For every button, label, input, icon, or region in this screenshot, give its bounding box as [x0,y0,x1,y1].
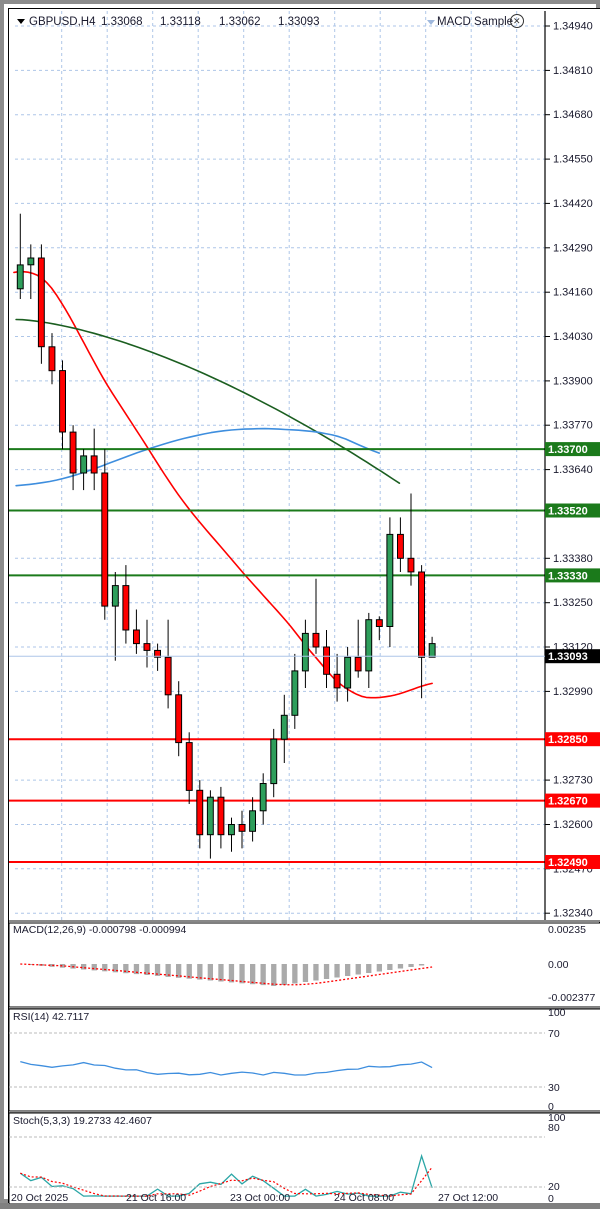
svg-text:MACD(12,26,9) -0.000798 -0.000: MACD(12,26,9) -0.000798 -0.000994 [13,924,187,936]
svg-text:1.32990: 1.32990 [553,686,593,698]
svg-text:1.33330: 1.33330 [548,570,588,582]
svg-text:-0.002377: -0.002377 [548,992,595,1004]
svg-text:✕: ✕ [513,16,521,26]
svg-text:24 Oct 08:00: 24 Oct 08:00 [334,1192,394,1204]
svg-text:1.33093: 1.33093 [278,16,320,28]
svg-text:30: 30 [548,1082,560,1094]
svg-text:RSI(14) 42.7117: RSI(14) 42.7117 [13,1011,89,1023]
svg-text:1.34940: 1.34940 [553,21,593,33]
svg-text:100: 100 [548,1007,566,1019]
svg-text:1.34160: 1.34160 [553,287,593,299]
svg-text:1.34420: 1.34420 [553,198,593,210]
svg-text:Stoch(5,3,3) 19.2733 42.4607: Stoch(5,3,3) 19.2733 42.4607 [13,1115,152,1127]
svg-text:1.33770: 1.33770 [553,420,593,432]
svg-text:1.33380: 1.33380 [553,553,593,565]
svg-text:80: 80 [548,1122,560,1134]
svg-text:20 Oct 2025: 20 Oct 2025 [11,1192,68,1204]
svg-text:27 Oct 12:00: 27 Oct 12:00 [438,1192,498,1204]
svg-text:23 Oct 00:00: 23 Oct 00:00 [230,1192,290,1204]
svg-text:GBPUSD,H4: GBPUSD,H4 [29,16,96,28]
svg-text:1.33700: 1.33700 [548,444,588,456]
svg-text:0: 0 [548,1193,554,1204]
svg-text:0.00: 0.00 [548,959,569,971]
svg-text:0.00235: 0.00235 [548,924,586,936]
svg-text:1.34550: 1.34550 [553,154,593,166]
svg-text:1.33062: 1.33062 [219,16,261,28]
svg-text:1.34810: 1.34810 [553,65,593,77]
svg-text:1.32730: 1.32730 [553,775,593,787]
svg-text:21 Oct 16:00: 21 Oct 16:00 [126,1192,186,1204]
svg-text:1.33118: 1.33118 [160,16,201,28]
svg-text:1.34290: 1.34290 [553,242,593,254]
svg-text:70: 70 [548,1028,560,1040]
svg-text:1.33250: 1.33250 [553,597,593,609]
svg-text:1.33068: 1.33068 [101,16,143,28]
svg-text:1.32850: 1.32850 [548,734,588,746]
svg-text:1.33093: 1.33093 [548,651,588,663]
svg-text:MACD Sample: MACD Sample [437,16,513,28]
svg-text:1.34030: 1.34030 [553,331,593,343]
svg-text:1.33900: 1.33900 [553,375,593,387]
svg-text:20: 20 [548,1181,560,1193]
svg-text:1.32670: 1.32670 [548,796,588,808]
svg-text:1.32490: 1.32490 [548,857,588,869]
svg-text:1.32340: 1.32340 [553,908,593,920]
svg-text:1.33640: 1.33640 [553,464,593,476]
svg-text:1.33520: 1.33520 [548,506,588,518]
svg-text:1.32600: 1.32600 [553,819,593,831]
svg-text:1.34680: 1.34680 [553,109,593,121]
